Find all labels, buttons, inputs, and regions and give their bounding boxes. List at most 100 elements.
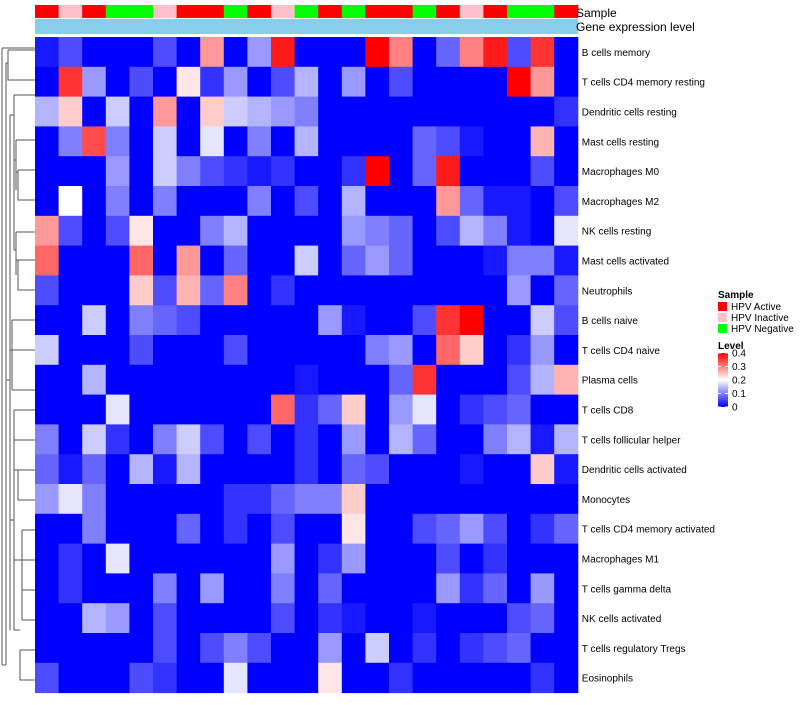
heatmap-cell <box>389 603 414 634</box>
heatmap-cell <box>58 424 83 455</box>
heatmap-cell <box>318 484 343 515</box>
heatmap-cell <box>82 156 107 187</box>
heatmap-cell <box>483 126 508 157</box>
sample-bar-cell <box>436 5 461 18</box>
heatmap-cell <box>105 37 130 68</box>
heatmap-cell <box>271 305 296 336</box>
heatmap-cell <box>459 573 484 604</box>
heatmap-cell <box>459 394 484 425</box>
heatmap-cell <box>176 573 201 604</box>
heatmap-cell <box>129 424 154 455</box>
heatmap-cell <box>35 633 60 664</box>
sample-bar-cell <box>412 5 437 18</box>
sample-bar-cell <box>507 5 532 18</box>
heatmap-cell <box>412 245 437 276</box>
heatmap-cell <box>530 662 555 694</box>
heatmap-cell <box>153 573 178 604</box>
heatmap-cell <box>271 662 296 694</box>
heatmap-cell <box>82 364 107 396</box>
heatmap-cell <box>200 424 225 455</box>
heatmap-cell <box>176 186 201 217</box>
heatmap-cell <box>271 275 296 306</box>
heatmap-cell <box>58 156 83 187</box>
heatmap-cell <box>341 543 366 574</box>
expression-annotation-bar <box>35 19 579 34</box>
expression-bar-cell <box>341 19 366 34</box>
heatmap-cell <box>530 484 555 515</box>
heatmap-cell <box>176 156 201 187</box>
heatmap-cell <box>247 513 272 545</box>
expression-bar-cell <box>483 19 508 34</box>
heatmap-cell <box>176 603 201 634</box>
heatmap-cell <box>389 573 414 604</box>
heatmap-cell <box>318 245 343 276</box>
heatmap-cell <box>176 454 201 485</box>
heatmap-cell <box>176 633 201 664</box>
heatmap-cell <box>129 633 154 664</box>
heatmap-cell <box>341 305 366 336</box>
row-label: NK cells resting <box>582 227 651 238</box>
heatmap-cell <box>35 275 60 306</box>
heatmap-cell <box>294 335 319 366</box>
heatmap-cell <box>412 543 437 574</box>
heatmap-cell <box>153 662 178 694</box>
heatmap-cell <box>105 96 130 127</box>
heatmap-cell <box>436 215 461 247</box>
heatmap-cell <box>294 543 319 574</box>
heatmap-cell <box>507 424 532 455</box>
heatmap-cell <box>436 603 461 634</box>
heatmap-cell <box>271 335 296 366</box>
expression-bar-cell <box>153 19 178 34</box>
heatmap-cell <box>35 186 60 217</box>
heatmap-cell <box>483 186 508 217</box>
heatmap-cell <box>35 96 60 127</box>
heatmap-cell <box>507 454 532 485</box>
heatmap-cell <box>105 275 130 306</box>
heatmap-cell <box>223 37 248 68</box>
heatmap-cell <box>153 335 178 366</box>
heatmap-cell <box>247 275 272 306</box>
heatmap-cell <box>294 573 319 604</box>
heatmap-cell <box>318 662 343 694</box>
heatmap-cell <box>82 543 107 574</box>
expression-bar-cell <box>389 19 414 34</box>
sample-legend-swatch <box>718 313 727 322</box>
heatmap-cell <box>176 662 201 694</box>
heatmap-cell <box>507 275 532 306</box>
heatmap-cell <box>530 66 555 98</box>
level-gradient-bar <box>718 353 728 407</box>
heatmap-cell <box>105 364 130 396</box>
heatmap-cell <box>365 543 390 574</box>
heatmap-cell <box>247 66 272 98</box>
row-label: Monocytes <box>582 495 630 506</box>
heatmap-cell <box>176 335 201 366</box>
heatmap-cell <box>530 603 555 634</box>
heatmap-cell <box>294 37 319 68</box>
heatmap-cell <box>365 513 390 545</box>
heatmap-cell <box>365 335 390 366</box>
heatmap-cell <box>58 454 83 485</box>
heatmap-cell <box>129 245 154 276</box>
heatmap-cell <box>554 573 579 604</box>
heatmap-cell <box>530 37 555 68</box>
sample-bar-cell <box>223 5 248 18</box>
heatmap-cell <box>223 215 248 247</box>
heatmap-cell <box>412 484 437 515</box>
heatmap-cell <box>58 662 83 694</box>
heatmap-cell <box>436 633 461 664</box>
heatmap-cell <box>554 335 579 366</box>
row-label: Macrophages M0 <box>582 167 660 178</box>
heatmap-cell <box>436 662 461 694</box>
heatmap-cell <box>247 126 272 157</box>
heatmap-cell <box>200 126 225 157</box>
heatmap-cell <box>389 305 414 336</box>
expression-bar-cell <box>176 19 201 34</box>
level-legend-title: Level <box>718 341 744 352</box>
heatmap-cell <box>200 275 225 306</box>
heatmap-cell <box>58 335 83 366</box>
heatmap-cell <box>389 513 414 545</box>
heatmap-cell <box>483 66 508 98</box>
heatmap-cell <box>341 662 366 694</box>
heatmap-cell <box>318 603 343 634</box>
heatmap-cell <box>436 364 461 396</box>
